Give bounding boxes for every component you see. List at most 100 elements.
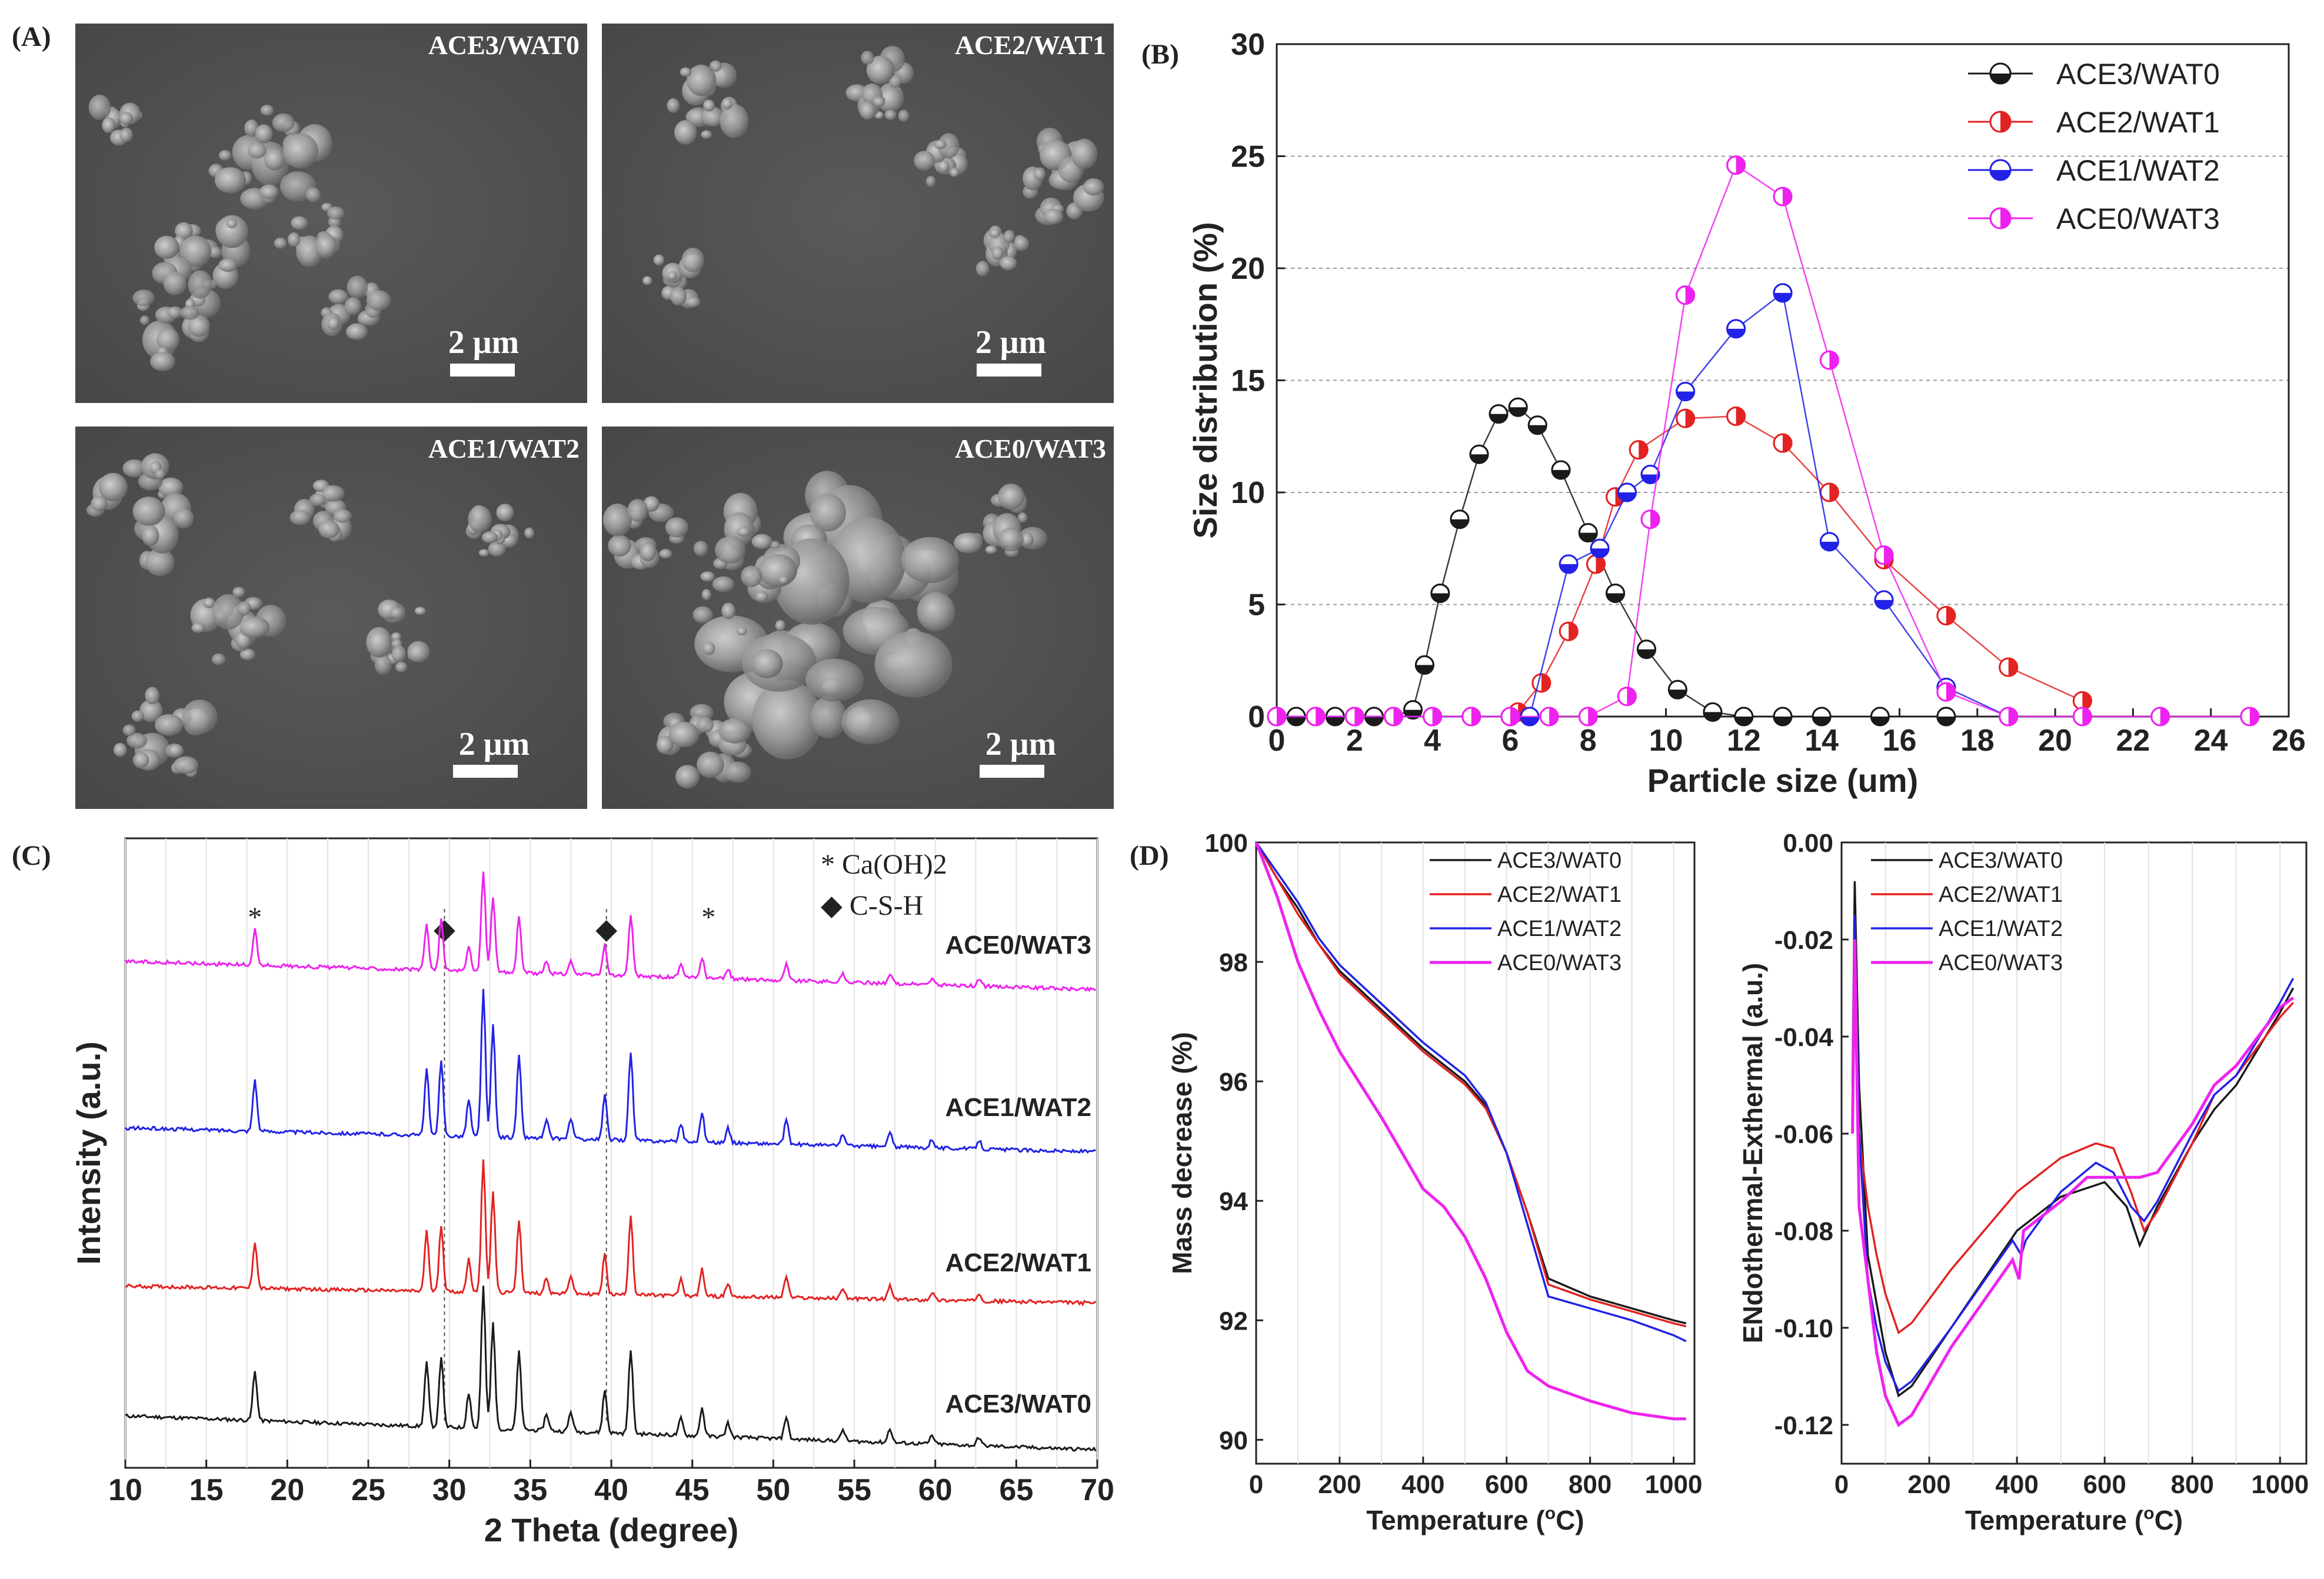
sem-particle [721,602,736,619]
sem-particle [697,751,724,778]
x-tick-label: 1000 [2251,1470,2309,1499]
sem-label: ACE2/WAT1 [955,30,1106,60]
sem-particle [715,536,746,564]
scale-bar-label: 2 μm [985,726,1056,762]
series-ace1-wat2 [1851,915,2295,1393]
legend-label: ACE2/WAT1 [1939,882,2063,907]
data-point [1559,621,1579,641]
y-axis-title: Intensity (a.u.) [70,1041,107,1265]
sem-particle [488,541,506,557]
y-tick-label: 98 [1219,948,1248,977]
x-tick-label: 14 [1804,724,1839,758]
y-tick-label: 0 [1248,700,1265,734]
data-point [1629,440,1649,460]
x-tick-label: 15 [189,1473,224,1507]
x-tick-label: 16 [1883,724,1917,758]
series-ace2-wat1 [1851,915,2294,1335]
data-point [1726,319,1746,339]
x-tick-label: 0 [1249,1470,1263,1499]
sem-particle [751,649,783,678]
x-tick-label: 600 [1485,1470,1528,1499]
y-tick-label: 10 [1231,476,1265,510]
y-axis-title: Size distribution (%) [1187,222,1224,538]
data-point [1423,707,1443,727]
sem-particle [255,124,273,144]
sem-particle [91,495,108,512]
sem-particle [938,133,960,159]
data-point [1450,509,1470,529]
legend-item: ACE1/WAT2 [1871,917,2063,941]
sem-particle [468,505,492,533]
legend-label: ACE0/WAT3 [1497,951,1622,975]
plot-frame [1840,841,2308,1465]
sem-particle [700,571,715,582]
sem-particle [232,587,245,598]
csh-marker: ◆ [434,914,455,945]
sem-particle [752,679,823,759]
sem-particle [640,542,657,562]
sem-particle [264,148,285,171]
data-point [1469,444,1489,464]
sem-particle [214,167,247,194]
sem-particle [1000,256,1017,271]
panel-d: (D) 0 200 400 600 800 1000 90 92 94 96 98 100 Temper… [1130,829,2309,1535]
legend-label: ACE0/WAT3 [1939,951,2063,975]
data-point [1773,186,1793,206]
panel-c: (C) 10 15 20 25 30 35 40 45 50 55 60 65 70 2 Theta (d… [12,837,1114,1548]
data-point [1667,679,1687,699]
sem-particle [333,509,352,523]
trace-label: ACE2/WAT1 [945,1248,1091,1277]
sem-particle [925,175,936,187]
sem-particle [1083,178,1104,196]
y-tick-label: 96 [1219,1068,1248,1097]
sem-particle [721,98,733,110]
data-point [1819,350,1839,370]
sem-particle [216,215,248,248]
sem-particle [274,237,287,249]
sem-particle [810,696,847,739]
sem-particle [366,627,392,658]
sem-particle [98,472,128,502]
sem-particle [861,51,874,65]
legend-label: ACE3/WAT0 [1497,848,1622,873]
sem-particle [667,271,677,281]
sem-particle [675,765,700,789]
data-point [1726,155,1746,175]
sem-particle [155,468,165,480]
x-tick-label: 6 [1501,724,1519,758]
sem-particle [158,477,184,498]
sem-particle [327,206,345,220]
trace-label: ACE1/WAT2 [945,1093,1091,1122]
sem-particle [132,497,165,526]
sem-label: ACE0/WAT3 [955,434,1106,464]
data-point [1999,707,2019,727]
data-point [1617,687,1637,707]
sem-particle [327,317,340,331]
y-tick-label: -0.10 [1774,1314,1833,1343]
scale-bar [450,364,515,377]
sem-particle [1021,532,1034,547]
sem-particle [866,55,895,84]
sem-image-ace0-wat3: ACE0/WAT3 2 μm [602,427,1114,809]
csh-marker: ◆ [595,914,617,945]
sem-particle [179,235,212,267]
sem-particle [810,494,847,532]
sem-particle [685,297,701,308]
sem-particle [917,592,955,631]
sem-particle [321,485,345,502]
sem-particle [132,752,149,768]
sem-particle [703,99,715,112]
x-tick-label: 20 [270,1473,304,1507]
y-axis-title: ENdothermal-Exthermal (a.u.) [1737,963,1768,1344]
series-ace3-wat0 [1851,881,2295,1398]
sem-particle [163,272,187,295]
sem-particle [998,527,1024,552]
x-tick-label: 400 [1995,1470,2038,1499]
x-tick-label: 1000 [1645,1470,1703,1499]
sem-particle [686,64,717,96]
sem-particle [119,112,134,125]
sem-particle [139,315,150,325]
x-tick-label: 2 [1346,724,1363,758]
series-ace2-wat1 [1267,406,2092,727]
sem-particle [741,565,763,587]
